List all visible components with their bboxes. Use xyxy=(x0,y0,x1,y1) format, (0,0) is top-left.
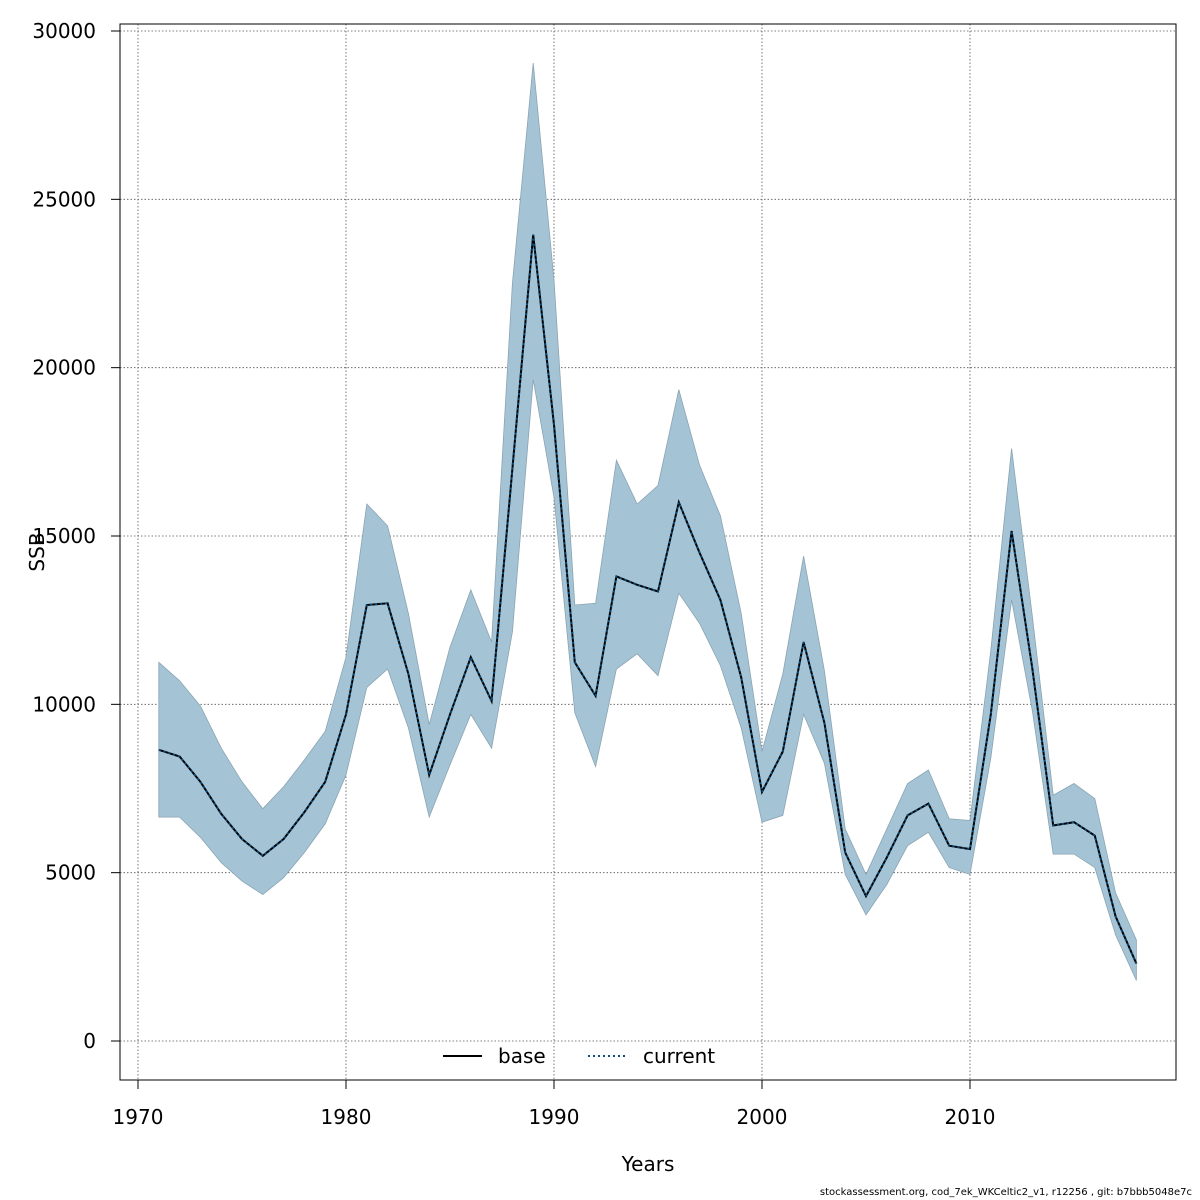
y-tick-label: 10000 xyxy=(32,692,96,716)
series-lines xyxy=(158,234,1138,965)
legend: base current xyxy=(443,1044,715,1068)
y-axis: 0 5000 10000 15000 20000 25000 30000 xyxy=(32,19,120,1053)
footer-credit: stockassessment.org, cod_7ek_WKCeltic2_v… xyxy=(819,1187,1192,1198)
x-axis: 1970 1980 1990 2000 2010 xyxy=(113,1080,996,1129)
legend-label-base: base xyxy=(498,1044,546,1068)
grid-lines xyxy=(120,24,1176,1080)
y-tick-label: 15000 xyxy=(32,524,96,548)
x-axis-title: Years xyxy=(621,1152,675,1176)
x-tick-label: 1970 xyxy=(113,1105,164,1129)
plot-frame xyxy=(119,23,1177,1081)
y-tick-label: 0 xyxy=(83,1029,96,1053)
x-tick-label: 2010 xyxy=(945,1105,996,1129)
x-tick-label: 1990 xyxy=(529,1105,580,1129)
y-tick-label: 20000 xyxy=(32,356,96,380)
y-tick-label: 5000 xyxy=(45,861,96,885)
legend-label-current: current xyxy=(643,1044,715,1068)
confidence-band xyxy=(158,62,1137,981)
x-tick-label: 2000 xyxy=(737,1105,788,1129)
series-line-current xyxy=(158,234,1138,965)
x-tick-label: 1980 xyxy=(321,1105,372,1129)
y-tick-label: 25000 xyxy=(32,187,96,211)
y-axis-title: SSB xyxy=(25,532,49,571)
y-tick-label: 30000 xyxy=(32,19,96,43)
